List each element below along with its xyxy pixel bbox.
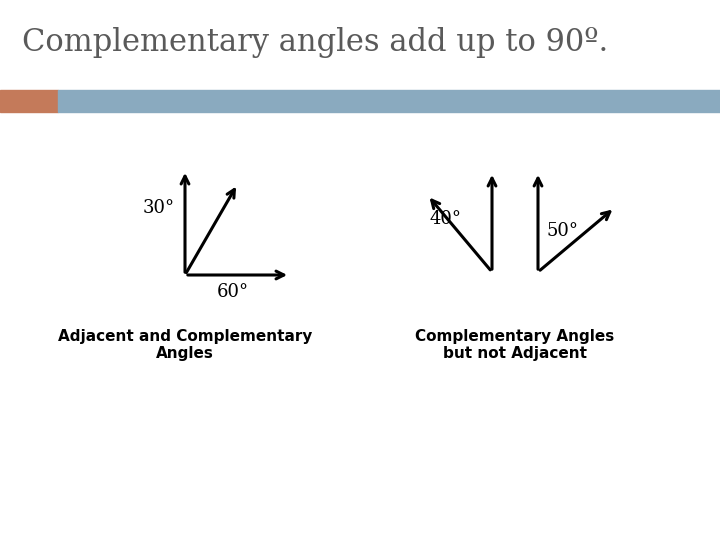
Text: 50°: 50° — [546, 222, 578, 240]
Text: 40°: 40° — [430, 210, 462, 228]
Text: Adjacent and Complementary
Angles: Adjacent and Complementary Angles — [58, 329, 312, 361]
Text: 30°: 30° — [143, 199, 175, 217]
Text: Complementary angles add up to 90º.: Complementary angles add up to 90º. — [22, 28, 608, 58]
Bar — [0, 90, 58, 112]
Bar — [58, 90, 720, 112]
Text: 60°: 60° — [217, 283, 249, 301]
Text: Complementary Angles
but not Adjacent: Complementary Angles but not Adjacent — [415, 329, 615, 361]
